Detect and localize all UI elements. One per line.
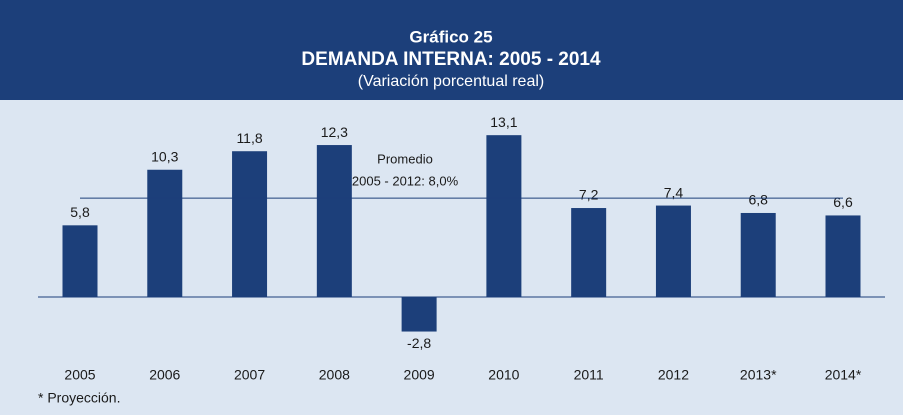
x-tick-label: 2008 bbox=[319, 367, 350, 383]
x-tick-label: 2009 bbox=[404, 367, 435, 383]
value-label: 12,3 bbox=[321, 124, 348, 140]
value-label: 10,3 bbox=[151, 148, 178, 164]
bar bbox=[62, 225, 98, 297]
x-tick-label: 2011 bbox=[574, 367, 604, 383]
value-label: 7,4 bbox=[664, 184, 684, 200]
bar bbox=[740, 212, 776, 297]
x-tick-label: 2012 bbox=[658, 367, 689, 383]
bar bbox=[571, 208, 607, 297]
bar bbox=[486, 135, 522, 297]
x-tick-label: 2014* bbox=[825, 367, 862, 383]
average-label: 2005 - 2012: 8,0% bbox=[352, 174, 459, 189]
chart-title: DEMANDA INTERNA: 2005 - 2014 bbox=[301, 49, 601, 70]
chart-label: Gráfico 25 bbox=[409, 27, 492, 46]
header-band bbox=[0, 0, 903, 100]
bar bbox=[316, 145, 352, 297]
x-tick-label: 2010 bbox=[488, 367, 519, 383]
x-tick-label: 2005 bbox=[64, 367, 95, 383]
value-label: 6,8 bbox=[748, 192, 768, 208]
bar bbox=[655, 205, 691, 297]
value-label: 5,8 bbox=[70, 204, 90, 220]
average-label: Promedio bbox=[377, 152, 433, 167]
footnote: * Proyección. bbox=[38, 390, 120, 406]
bar bbox=[825, 215, 861, 297]
x-tick-label: 2007 bbox=[234, 367, 265, 383]
value-label: -2,8 bbox=[407, 335, 431, 351]
value-label: 13,1 bbox=[490, 114, 517, 130]
bar bbox=[232, 151, 268, 297]
value-label: 11,8 bbox=[236, 130, 262, 146]
chart-subtitle: (Variación porcentual real) bbox=[358, 73, 544, 90]
x-tick-label: 2006 bbox=[149, 367, 180, 383]
bar bbox=[147, 169, 183, 297]
value-label: 6,6 bbox=[833, 194, 853, 210]
bar bbox=[401, 296, 437, 332]
x-tick-label: 2013* bbox=[740, 367, 777, 383]
value-label: 7,2 bbox=[579, 187, 599, 203]
